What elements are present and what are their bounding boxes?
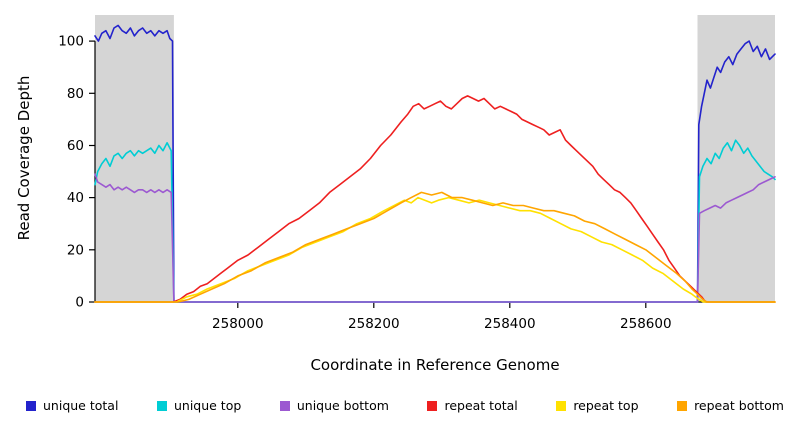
x-tick-label: 258200: [348, 316, 400, 332]
legend-item-unique-bottom: unique bottom: [279, 398, 389, 413]
shaded-flank-region: [697, 15, 775, 302]
legend-label: repeat total: [444, 398, 518, 413]
series-line-unique-top: [94, 139, 776, 303]
legend-swatch-icon: [556, 400, 567, 411]
y-tick-label: 60: [67, 138, 84, 154]
y-tick-label: 100: [58, 34, 84, 50]
legend-item-repeat-bottom: repeat bottom: [677, 398, 784, 413]
legend-swatch-icon: [279, 400, 290, 411]
series-line-unique-total: [94, 24, 776, 303]
y-tick-label: 40: [67, 190, 84, 206]
y-axis-title: Read Coverage Depth: [15, 75, 33, 241]
x-tick-label: 258600: [620, 316, 672, 332]
legend-label: unique total: [43, 398, 119, 413]
legend-label: repeat top: [573, 398, 639, 413]
y-tick-label: 80: [67, 86, 84, 102]
legend-label: unique top: [173, 398, 242, 413]
legend-label: repeat bottom: [694, 398, 784, 413]
legend-swatch-icon: [156, 400, 167, 411]
y-tick-label: 0: [75, 295, 84, 311]
legend-item-unique-total: unique total: [26, 398, 118, 413]
legend: unique total unique top unique bottom repea…: [26, 398, 784, 413]
series-line-unique-bottom: [94, 173, 776, 303]
x-tick-label: 258400: [484, 316, 536, 332]
legend-swatch-icon: [677, 400, 688, 411]
legend-item-repeat-total: repeat total: [427, 398, 518, 413]
legend-swatch-icon: [427, 400, 438, 411]
x-tick-label: 258000: [212, 316, 264, 332]
shaded-flank-region: [95, 15, 174, 302]
legend-label: unique bottom: [296, 398, 389, 413]
x-axis-title: Coordinate in Reference Genome: [310, 356, 560, 374]
legend-swatch-icon: [26, 400, 36, 411]
series-line-repeat-top: [94, 196, 776, 303]
y-tick-label: 20: [67, 242, 84, 258]
series-line-repeat-total: [94, 95, 776, 303]
legend-item-unique-top: unique top: [156, 398, 242, 413]
legend-item-repeat-top: repeat top: [556, 398, 639, 413]
series-line-repeat-bottom: [94, 191, 776, 303]
